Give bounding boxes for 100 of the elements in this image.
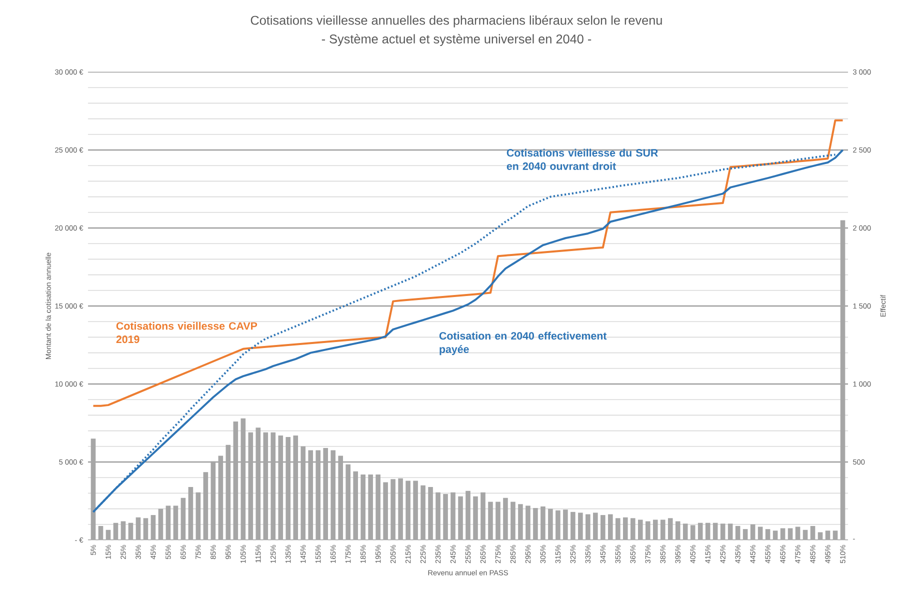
bar	[772, 530, 778, 540]
bar	[263, 432, 268, 540]
bar	[360, 474, 366, 540]
bar	[443, 494, 448, 540]
bar	[113, 522, 118, 540]
bar	[660, 520, 666, 540]
bar	[630, 518, 636, 540]
bar	[143, 518, 148, 540]
bar	[150, 515, 156, 540]
bar	[668, 518, 673, 540]
bar	[705, 522, 710, 540]
bar	[218, 456, 224, 540]
bar	[203, 472, 208, 540]
series-label: Cotisations vieillesse CAVP 2019	[116, 322, 258, 344]
bar	[466, 490, 470, 540]
bar	[496, 502, 500, 540]
bar	[556, 510, 560, 540]
bar	[106, 530, 111, 540]
bar	[735, 526, 740, 540]
bar	[308, 450, 314, 540]
bar	[188, 486, 194, 540]
bar	[533, 508, 538, 540]
bar	[368, 474, 373, 540]
bar	[578, 512, 583, 540]
bar	[488, 502, 493, 540]
bar	[623, 517, 628, 540]
bar	[712, 522, 718, 540]
bar	[818, 532, 823, 540]
bar	[570, 512, 576, 540]
bar	[120, 521, 126, 540]
bar	[136, 517, 141, 540]
bar	[780, 528, 786, 540]
bar	[690, 525, 696, 540]
bar	[540, 506, 546, 540]
bar	[293, 435, 298, 540]
bar	[616, 518, 620, 540]
bar	[256, 428, 261, 540]
bar	[353, 471, 358, 540]
bar	[196, 492, 201, 540]
bar	[638, 520, 643, 540]
bar	[300, 446, 306, 540]
bar	[810, 526, 816, 540]
bar	[548, 508, 553, 540]
bar	[166, 506, 171, 540]
bar	[503, 498, 508, 540]
bar	[802, 530, 808, 540]
bar	[825, 530, 830, 540]
bar	[286, 437, 291, 540]
bar	[248, 432, 254, 540]
bar	[795, 526, 800, 540]
bar	[608, 514, 613, 540]
bar	[765, 529, 770, 540]
bar	[600, 515, 606, 540]
bar	[750, 524, 756, 540]
bar	[742, 529, 748, 540]
chart-title: Cotisations vieillesse annuelles des pharmaciens libéraux selon le revenu	[250, 15, 662, 28]
bar	[406, 480, 410, 540]
bar	[788, 528, 793, 540]
bar	[480, 492, 486, 540]
bar	[90, 438, 96, 540]
series-label: Cotisation en 2040 effectivement payée	[439, 332, 607, 356]
bar	[526, 506, 530, 540]
bar	[390, 479, 396, 540]
bar	[458, 496, 463, 540]
bar	[240, 418, 246, 540]
bar	[510, 502, 516, 540]
bar	[413, 480, 418, 540]
bar	[593, 512, 598, 540]
bar	[758, 526, 763, 540]
bar	[450, 492, 456, 540]
bar	[316, 450, 321, 540]
bar	[682, 524, 688, 540]
bar	[728, 524, 733, 540]
bar	[428, 486, 433, 540]
bar	[233, 421, 238, 540]
bar	[278, 435, 284, 540]
bar	[346, 464, 350, 540]
chart-subtitle: - Système actuel et système universel en 2040 -	[322, 34, 592, 46]
bar	[98, 526, 104, 540]
bar	[180, 498, 186, 540]
bar	[128, 522, 134, 540]
bar	[338, 456, 343, 540]
bar	[158, 508, 164, 540]
bar	[420, 485, 426, 540]
bar	[376, 474, 380, 540]
bar	[840, 220, 846, 540]
bar	[383, 482, 388, 540]
bar	[563, 510, 568, 540]
bar	[330, 450, 336, 540]
bar	[720, 524, 726, 540]
series-label: Cotisations vieillesse du SUR en 2040 ouvrant droit	[506, 148, 658, 170]
bar	[832, 530, 838, 540]
bar	[586, 514, 590, 540]
bar	[398, 478, 403, 540]
bar	[698, 522, 703, 540]
bar	[675, 521, 680, 540]
bar	[436, 492, 440, 540]
bar	[270, 432, 276, 540]
bar	[652, 520, 658, 540]
bar	[323, 448, 328, 540]
